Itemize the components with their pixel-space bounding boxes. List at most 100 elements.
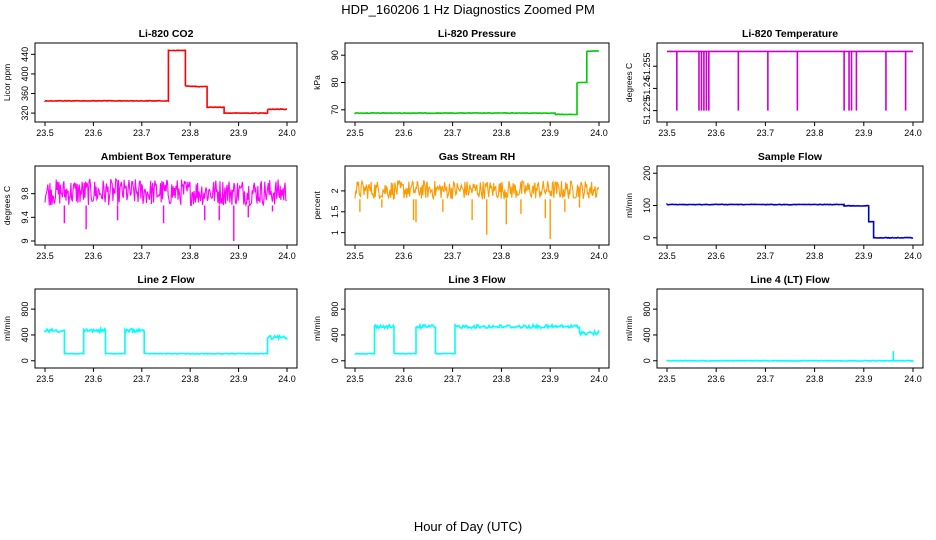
x-tick-label: 23.5 [36, 128, 54, 138]
panel-9: Line 4 (LT) Flow ml/min 23.5 23.6 23.7 23.8 23… [624, 274, 924, 384]
y-tick-label: 80 [330, 77, 340, 87]
y-axis-label: degrees C [2, 186, 12, 225]
series-line [354, 322, 600, 355]
plot-frame [34, 165, 298, 246]
x-tick-label: 24.0 [278, 128, 296, 138]
x-tick-label: 23.7 [757, 128, 775, 138]
x-tick-label: 23.8 [493, 374, 511, 384]
y-tick-label: 9.4 [20, 211, 30, 224]
x-tick-label: 23.9 [541, 251, 559, 261]
x-tick-label: 23.7 [444, 374, 462, 384]
y-tick-label: 0 [642, 235, 652, 240]
figure-title: HDP_160206 1 Hz Diagnostics Zoomed PM [341, 2, 595, 17]
y-tick-label: 9 [20, 238, 30, 243]
y-tick-label: 800 [642, 302, 652, 317]
y-tick-label: 400 [330, 327, 340, 342]
series-noise-band [44, 178, 287, 208]
panels: Li-820 CO2 Licor ppm 23.5 23.6 23.7 23.8 23.9 2… [2, 28, 924, 384]
plot-frame [656, 288, 924, 369]
panel-2: Li-820 Pressure kPa 23.5 23.6 23.7 23.8 23.9 24… [312, 28, 610, 138]
x-tick-label: 24.0 [904, 251, 922, 261]
x-tick-label: 23.8 [493, 251, 511, 261]
plot-frame [656, 42, 924, 123]
x-tick-label: 23.9 [230, 251, 248, 261]
y-tick-label: 9.8 [20, 187, 30, 200]
y-axis-label: percent [312, 191, 322, 220]
panel-title: Line 2 Flow [137, 274, 195, 286]
panel-7: Line 2 Flow ml/min 23.5 23.6 23.7 23.8 23.9 24.… [2, 274, 298, 384]
x-tick-label: 23.6 [85, 251, 103, 261]
y-tick-label: 51.255 [642, 52, 652, 80]
x-tick-label: 23.7 [133, 128, 151, 138]
plot-frame [34, 42, 298, 123]
y-tick-label: 100 [642, 198, 652, 213]
x-tick-label: 23.8 [806, 251, 824, 261]
x-tick-label: 23.6 [707, 128, 725, 138]
x-tick-label: 23.9 [855, 251, 873, 261]
y-axis-label: ml/min [624, 193, 634, 218]
x-tick-label: 23.7 [133, 374, 151, 384]
y-tick-label: 400 [642, 327, 652, 342]
y-tick-label: 200 [642, 166, 652, 181]
x-tick-label: 23.5 [346, 374, 364, 384]
y-tick-label: 800 [330, 302, 340, 317]
y-tick-label: 320 [20, 106, 30, 121]
x-tick-label: 23.9 [855, 128, 873, 138]
x-tick-label: 23.6 [395, 374, 413, 384]
y-tick-label: 70 [330, 105, 340, 115]
y-tick-label: 51.24 [642, 77, 652, 100]
x-tick-label: 23.6 [707, 374, 725, 384]
y-tick-label: 2 [330, 188, 340, 193]
series-line [44, 326, 288, 356]
panel-title: Line 3 Flow [448, 274, 506, 286]
y-tick-label: 440 [20, 47, 30, 62]
x-tick-label: 23.8 [493, 128, 511, 138]
x-tick-label: 23.6 [707, 251, 725, 261]
panel-title: Li-820 Pressure [438, 28, 516, 40]
x-tick-label: 23.8 [181, 251, 199, 261]
x-tick-label: 23.6 [395, 251, 413, 261]
panel-5: Gas Stream RH percent 23.5 23.6 23.7 23.8 23.9… [312, 151, 610, 261]
y-tick-label: 1.5 [330, 206, 340, 219]
x-tick-label: 23.5 [658, 251, 676, 261]
x-tick-label: 23.7 [757, 374, 775, 384]
figure-xlabel: Hour of Day (UTC) [414, 519, 522, 534]
x-tick-label: 24.0 [590, 374, 608, 384]
x-tick-label: 24.0 [278, 374, 296, 384]
x-tick-label: 23.9 [541, 374, 559, 384]
x-tick-label: 23.5 [36, 374, 54, 384]
plot-frame [344, 42, 610, 123]
x-tick-label: 23.6 [85, 128, 103, 138]
x-tick-label: 23.5 [658, 128, 676, 138]
x-tick-label: 23.8 [806, 374, 824, 384]
panel-title: Li-820 CO2 [139, 28, 194, 40]
panel-title: Li-820 Temperature [742, 28, 838, 40]
x-tick-label: 24.0 [904, 128, 922, 138]
plot-frame [34, 288, 298, 369]
x-tick-label: 24.0 [904, 374, 922, 384]
series-line [44, 49, 287, 115]
y-tick-label: 400 [20, 327, 30, 342]
x-tick-label: 23.5 [346, 251, 364, 261]
y-tick-label: 0 [20, 358, 30, 363]
series-line [666, 359, 914, 363]
panel-title: Sample Flow [758, 151, 823, 163]
plot-frame [344, 288, 610, 369]
x-tick-label: 23.7 [133, 251, 151, 261]
x-tick-label: 23.6 [395, 128, 413, 138]
panel-title: Gas Stream RH [439, 151, 515, 163]
y-tick-label: 800 [20, 302, 30, 317]
panel-title: Ambient Box Temperature [101, 151, 232, 163]
x-tick-label: 23.8 [806, 128, 824, 138]
series-noise-band [354, 179, 600, 201]
panel-8: Line 3 Flow ml/min 23.5 23.6 23.7 23.8 23.9 24.… [312, 274, 610, 384]
x-tick-label: 23.5 [658, 374, 676, 384]
series-line [354, 49, 600, 116]
series-line [666, 203, 914, 239]
y-axis-label: ml/min [624, 316, 634, 341]
plot-frame [344, 165, 610, 246]
x-tick-label: 23.8 [181, 374, 199, 384]
y-tick-label: 0 [642, 358, 652, 363]
y-tick-label: 90 [330, 50, 340, 60]
